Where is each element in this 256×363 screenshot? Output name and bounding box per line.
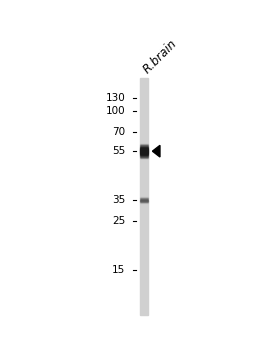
Text: 100: 100: [106, 106, 125, 117]
Text: R.brain: R.brain: [141, 37, 180, 76]
Bar: [140, 78, 148, 315]
Text: 15: 15: [112, 265, 125, 275]
Text: 35: 35: [112, 195, 125, 205]
Text: 70: 70: [112, 127, 125, 137]
Polygon shape: [152, 145, 160, 157]
Text: 25: 25: [112, 216, 125, 226]
Text: 55: 55: [112, 146, 125, 156]
Text: 130: 130: [105, 93, 125, 103]
